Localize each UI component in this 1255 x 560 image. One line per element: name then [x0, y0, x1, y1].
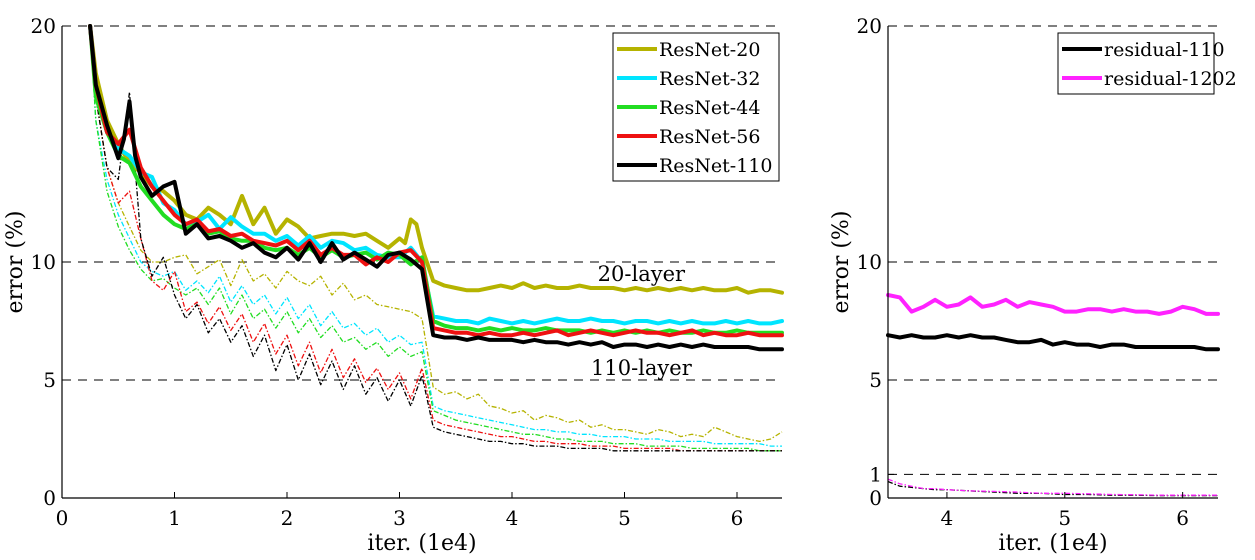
right-chart-panel: 4 5 6 01 5 10 20 iter. (1e4) error (%) residual-1…	[829, 14, 1237, 556]
x-tick-label-1: 1	[168, 506, 181, 530]
x-tick-label-4: 4	[941, 506, 954, 530]
x-tick-label-4: 4	[506, 506, 519, 530]
annotation-110-layer: 110-layer	[591, 356, 693, 380]
legend-label-resnet-44: ResNet-44	[659, 97, 760, 119]
y-axis-label: error (%)	[3, 211, 28, 314]
y-tick-label-5: 5	[869, 368, 882, 392]
resnet-44-train-line	[89, 25, 782, 452]
y-tick-label-0: 0	[869, 486, 882, 510]
left-chart-panel: 0 1 2 3 4 5 6 0 5 10 20 iter. (1e4) error (%) 20-laye…	[3, 14, 784, 556]
resnet-110-train-line	[89, 25, 782, 452]
residual-1202-test-line	[886, 293, 1220, 316]
y-tick-label-10: 10	[857, 250, 882, 274]
y-tick-label-10: 10	[31, 250, 56, 274]
y-tick-label-5: 5	[43, 368, 56, 392]
x-axis-label: iter. (1e4)	[367, 531, 476, 556]
legend-label-residual-110: residual-110	[1104, 39, 1225, 61]
legend-label-residual-1202: residual-1202	[1104, 68, 1237, 90]
legend-label-resnet-20: ResNet-20	[659, 39, 760, 61]
legend-label-resnet-110: ResNet-110	[659, 155, 773, 177]
annotation-20-layer: 20-layer	[598, 262, 686, 286]
resnet-110-test-line	[88, 24, 784, 352]
x-tick-label-0: 0	[56, 506, 69, 530]
y-tick-label-20: 20	[31, 14, 56, 38]
residual-110-train-line	[887, 480, 1218, 497]
legend-box	[1057, 32, 1215, 95]
x-tick-label-5: 5	[618, 506, 631, 530]
x-tick-label-6: 6	[1176, 506, 1189, 530]
x-tick-label-2: 2	[281, 506, 294, 530]
legend-label-resnet-32: ResNet-32	[659, 68, 760, 90]
x-tick-label-6: 6	[731, 506, 744, 530]
x-tick-label-5: 5	[1058, 506, 1071, 530]
resnet-20-train-line	[89, 25, 783, 443]
y-axis-label: error (%)	[829, 211, 854, 314]
legend: ResNet-20 ResNet-32 ResNet-44 ResNet-56 ResN…	[612, 32, 780, 182]
y-tick-label-20: 20	[857, 14, 882, 38]
x-tick-label-3: 3	[393, 506, 406, 530]
y-tick-label-1: 1	[869, 462, 882, 486]
resnet-56-train-line	[89, 25, 782, 452]
residual-110-test-line	[886, 333, 1220, 352]
legend: residual-110 residual-1202	[1057, 32, 1237, 95]
resnet-32-train-line	[89, 25, 782, 447]
y-tick-label-0: 0	[43, 486, 56, 510]
legend-label-resnet-56: ResNet-56	[659, 126, 760, 148]
resnet-20-test-line	[88, 24, 784, 295]
residual-1202-train-line	[887, 478, 1218, 496]
x-axis-label: iter. (1e4)	[998, 531, 1107, 556]
